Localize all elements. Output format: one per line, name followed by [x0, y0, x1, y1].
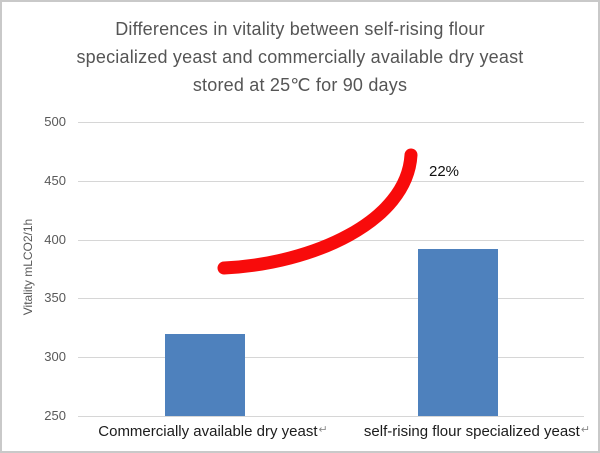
chart-title: Differences in vitality between self-ris… — [2, 15, 598, 99]
y-axis-title: Vitality mLCO2/1h — [21, 218, 35, 316]
y-tick-label: 500 — [44, 114, 66, 129]
x-category-label: self-rising flour specialized yeast↵ — [327, 423, 598, 440]
x-category-text: Commercially available dry yeast — [98, 423, 318, 440]
bar-1 — [164, 333, 245, 416]
chart-title-line-3: stored at 25℃ for 90 days — [192, 75, 408, 95]
gridline — [78, 239, 584, 241]
chart-title-line-2: specialized yeast and commercially avail… — [76, 47, 524, 67]
line-break-mark-icon: ↵ — [580, 424, 591, 436]
y-tick-label: 350 — [44, 290, 66, 306]
bar-2 — [417, 249, 498, 416]
x-category-label: Commercially available dry yeast↵ — [63, 423, 363, 440]
gridline — [78, 180, 584, 182]
y-tick-label: 300 — [44, 349, 66, 365]
gridline — [78, 357, 584, 359]
y-tick-label: 250 — [44, 408, 66, 423]
gridline — [78, 298, 584, 300]
gridline — [78, 416, 584, 417]
line-break-mark-icon: ↵ — [318, 424, 328, 436]
x-category-text: self-rising flour specialized yeast — [363, 423, 580, 440]
gridline — [78, 122, 584, 123]
chart-title-line-1: Differences in vitality between self-ris… — [115, 19, 485, 39]
y-tick-label: 450 — [44, 172, 66, 188]
y-tick-label: 400 — [44, 231, 66, 247]
plot-area — [78, 122, 584, 417]
percent-annotation: 22% — [429, 163, 460, 180]
